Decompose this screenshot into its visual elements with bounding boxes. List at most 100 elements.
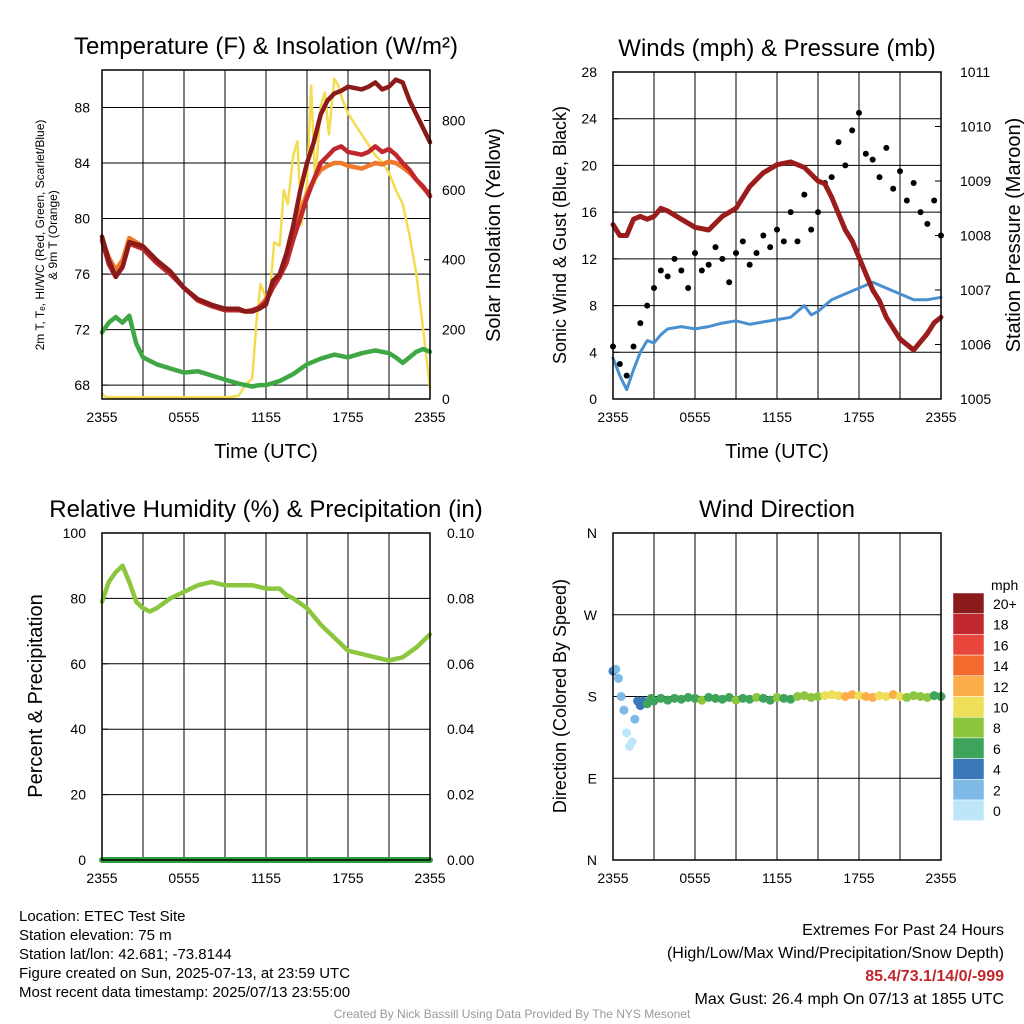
gust-point	[746, 261, 753, 268]
gust-point	[705, 261, 712, 268]
legend-label: 12	[993, 679, 1009, 695]
y-tick-label: 24	[581, 111, 597, 127]
x-tick-label: 1755	[843, 870, 874, 886]
legend-swatch	[952, 716, 985, 739]
y-tick-label: 40	[70, 721, 86, 737]
legend-swatch	[952, 634, 985, 656]
y-tick-label: 12	[581, 251, 597, 267]
gust-point	[869, 156, 876, 163]
legend-label: 0	[993, 803, 1001, 819]
y-right-tick-label: 1008	[960, 228, 991, 244]
legend-label: 4	[993, 762, 1001, 778]
pressure-line	[610, 159, 944, 353]
direction-point	[779, 693, 789, 703]
gust-point	[657, 267, 664, 274]
panel-3: Relative Humidity (%) & Precipitation (i…	[25, 496, 483, 886]
y-tick-label: N	[587, 852, 597, 868]
y-right-tick-label: 0	[442, 391, 450, 407]
legend-label: 6	[993, 741, 1001, 757]
gust-point	[630, 343, 637, 350]
y-tick-label: 0	[78, 852, 86, 868]
extremes-subheading: (High/Low/Max Wind/Precipitation/Snow De…	[666, 945, 1004, 962]
direction-point	[622, 728, 632, 738]
x-axis-label: Time (UTC)	[725, 441, 829, 463]
gust-point	[726, 279, 733, 286]
gust-point	[835, 139, 842, 146]
gust-point	[849, 127, 856, 134]
direction-point	[929, 691, 939, 701]
gust-point	[616, 360, 623, 367]
legend-label: 20+	[993, 596, 1017, 612]
direction-point	[627, 737, 637, 747]
y-right-tick-label: 800	[442, 112, 466, 128]
y-right-tick-label: 200	[442, 321, 466, 337]
x-tick-label: 2355	[597, 870, 628, 886]
gust-point	[862, 150, 869, 157]
plot-border	[612, 532, 942, 861]
gust-point	[815, 209, 821, 216]
direction-point	[902, 692, 912, 702]
x-tick-label: 1155	[251, 870, 281, 886]
station-location: Location: ETEC Test Site	[19, 908, 186, 925]
direction-point	[813, 692, 823, 701]
direction-point	[717, 694, 727, 704]
direction-point	[663, 695, 673, 705]
panel-1: Temperature (F) & Insolation (W/m²) 2355 0…	[33, 33, 505, 463]
gust-point	[623, 372, 630, 379]
y-right-tick-label: 0.06	[447, 656, 474, 672]
x-tick-label: 2355	[597, 409, 628, 425]
gust-point	[644, 302, 651, 309]
gust-point	[767, 244, 774, 251]
gust-point	[637, 320, 644, 327]
max-gust: Max Gust: 26.4 mph On 07/13 at 1855 UTC	[694, 991, 1005, 1008]
x-tick-label: 1155	[762, 870, 792, 886]
direction-point	[806, 692, 816, 702]
legend-swatch	[952, 592, 985, 614]
x-tick-label: 1155	[251, 409, 281, 425]
direction-point	[656, 693, 666, 703]
x-tick-label: 1155	[762, 409, 792, 425]
plot-border	[101, 69, 431, 400]
x-tick-label: 2355	[925, 870, 956, 886]
direction-point	[738, 693, 748, 703]
y-right-tick-label: 600	[442, 182, 466, 198]
gust-point	[897, 168, 903, 175]
direction-point	[649, 696, 659, 706]
gust-point	[931, 197, 938, 204]
direction-point	[834, 691, 843, 701]
x-tick-label: 2355	[86, 409, 117, 425]
direction-point	[861, 692, 871, 701]
gust-point	[883, 144, 890, 151]
direction-point	[840, 692, 850, 701]
y-tick-label: 80	[74, 211, 90, 227]
y-tick-label: 28	[581, 64, 597, 80]
direction-point	[704, 692, 714, 702]
direction-point	[868, 692, 878, 702]
y-tick-label: 68	[74, 377, 90, 393]
legend-swatch	[952, 675, 985, 697]
y-tick-label: 0	[589, 391, 597, 407]
gust-point	[924, 220, 931, 227]
temp-2m-line	[99, 77, 433, 314]
y-right-tick-label: 0.00	[447, 852, 474, 868]
gust-point	[828, 174, 835, 181]
x-tick-label: 0555	[168, 870, 199, 886]
y-tick-label: W	[584, 607, 598, 623]
plot-border	[101, 532, 431, 861]
direction-point	[895, 692, 905, 701]
direction-point	[854, 691, 864, 701]
gust-point	[794, 238, 801, 245]
gust-point	[842, 162, 849, 169]
legend-label: 8	[993, 720, 1001, 736]
panel-2: Winds (mph) & Pressure (mb) 2355 0555 1155 1…	[550, 35, 1024, 463]
y-tick-label: E	[588, 770, 597, 786]
gust-point	[692, 250, 698, 257]
direction-point	[793, 692, 802, 701]
figure-created: Figure created on Sun, 2025-07-13, at 23…	[19, 965, 351, 982]
legend-swatch	[952, 696, 985, 718]
y-tick-label: 84	[74, 155, 90, 171]
direction-point	[888, 690, 898, 700]
direction-point	[711, 693, 720, 703]
y-right-tick-label: 0.08	[447, 590, 474, 606]
